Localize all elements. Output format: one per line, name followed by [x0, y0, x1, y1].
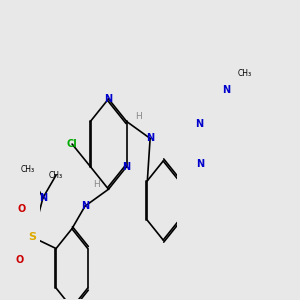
Text: O: O [15, 255, 24, 265]
Text: H: H [135, 112, 142, 121]
Text: N: N [81, 201, 89, 211]
Text: H: H [93, 180, 100, 189]
Text: S: S [28, 232, 37, 242]
Text: CH₃: CH₃ [49, 171, 63, 180]
Text: CH₃: CH₃ [20, 165, 34, 174]
Text: CH₃: CH₃ [238, 69, 252, 78]
Text: N: N [104, 94, 112, 104]
Text: N: N [195, 119, 203, 129]
Text: N: N [223, 85, 231, 95]
Text: Cl: Cl [67, 139, 77, 149]
Text: O: O [18, 204, 26, 214]
Text: N: N [196, 159, 204, 169]
Text: N: N [146, 134, 154, 143]
Text: N: N [39, 193, 47, 203]
Text: N: N [122, 162, 131, 172]
